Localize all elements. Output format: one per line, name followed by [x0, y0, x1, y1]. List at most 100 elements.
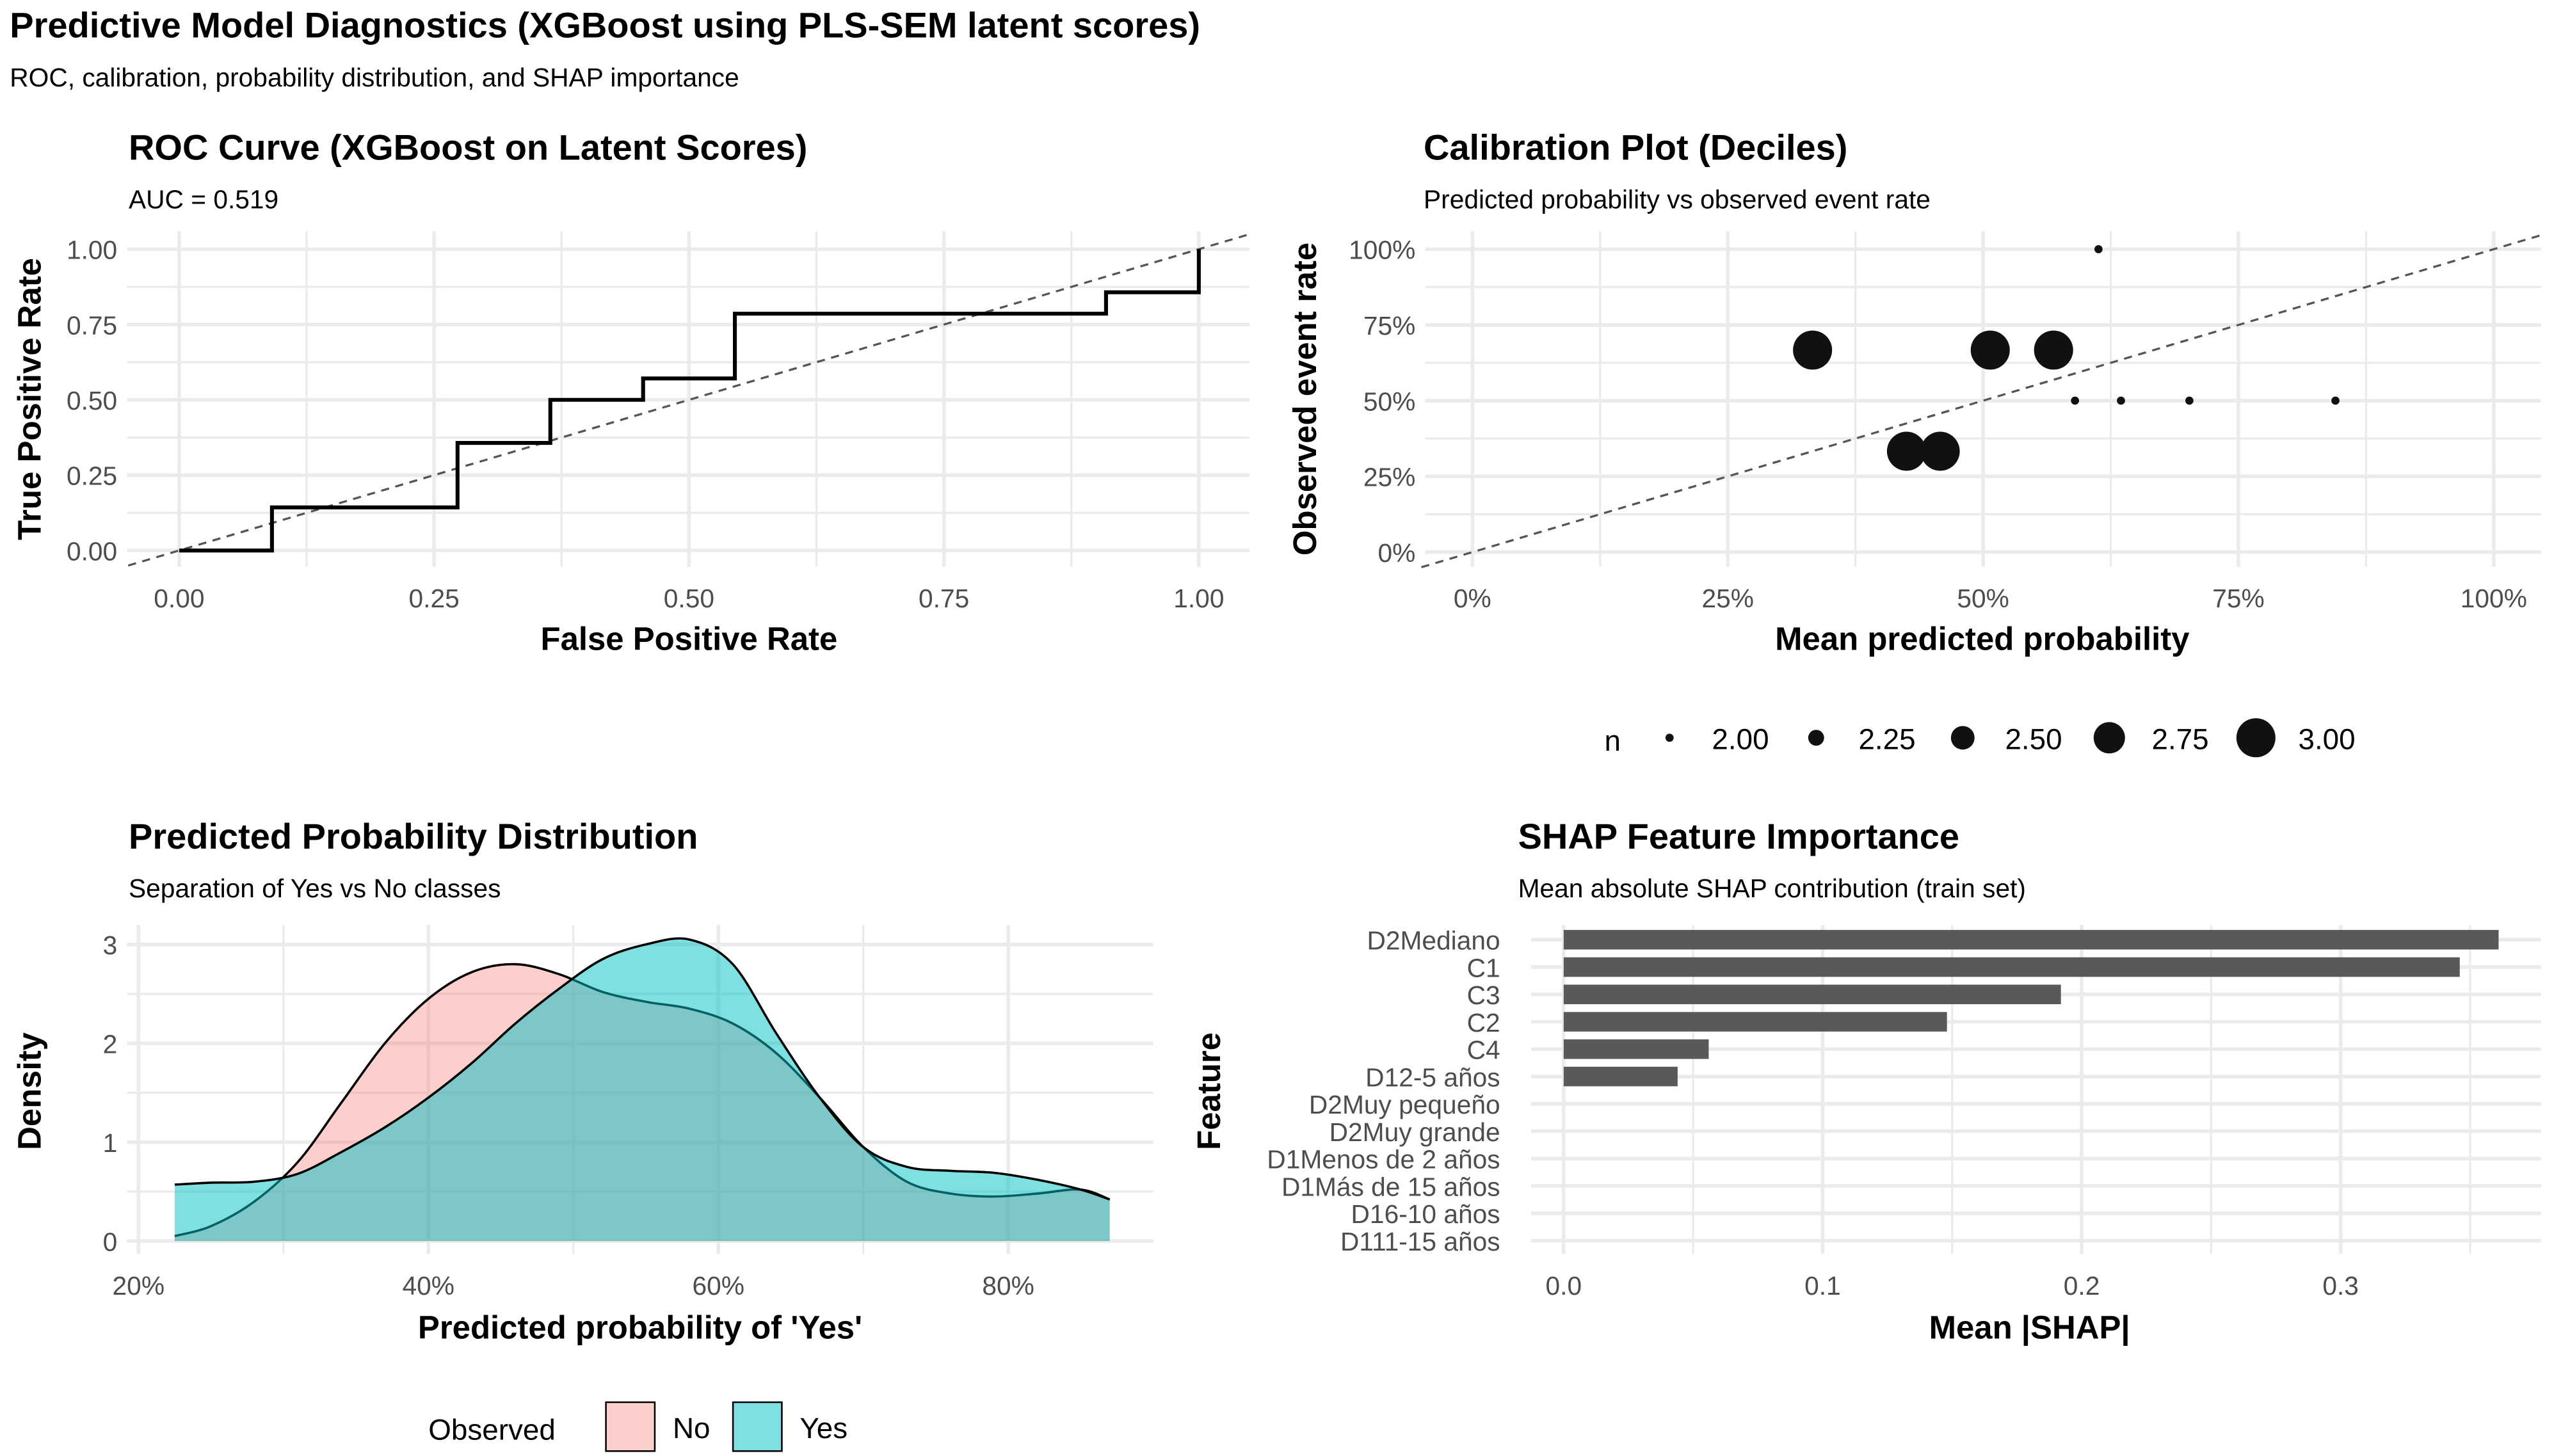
feature-label: D16-10 años — [1351, 1199, 1500, 1229]
size-legend-key — [1808, 730, 1824, 746]
x-tick-label: 0.75 — [919, 584, 969, 613]
feature-label: C2 — [1467, 1008, 1500, 1037]
legend-yes-label: Yes — [799, 1412, 847, 1444]
x-tick-label: 1.00 — [1173, 584, 1224, 613]
calibration-point — [1793, 330, 1833, 370]
y-tick-label: 3 — [103, 931, 118, 960]
feature-label: C1 — [1467, 953, 1500, 982]
calibration-point — [2331, 396, 2340, 405]
roc-auc-label: AUC = 0.519 — [129, 185, 278, 214]
roc-panel: ROC Curve (XGBoost on Latent Scores) AUC… — [12, 127, 1250, 657]
density-subtitle: Separation of Yes vs No classes — [129, 874, 501, 903]
shap-panel: SHAP Feature Importance Mean absolute SH… — [1191, 816, 2541, 1347]
feature-label: D111-15 años — [1340, 1227, 1500, 1256]
x-tick-label: 0.1 — [1804, 1271, 1841, 1300]
x-tick-label: 50% — [1957, 584, 2009, 613]
x-tick-label: 100% — [2461, 584, 2527, 613]
calibration-point — [2185, 396, 2194, 405]
calibration-y-axis-title: Observed event rate — [1287, 243, 1323, 556]
feature-label: D2Mediano — [1367, 926, 1500, 956]
feature-label: D1Menos de 2 años — [1267, 1145, 1500, 1174]
size-legend-label: 2.75 — [2151, 723, 2208, 756]
roc-curve-line — [179, 249, 1201, 553]
feature-label: D12-5 años — [1365, 1062, 1500, 1092]
y-tick-label: 0.25 — [67, 461, 117, 491]
x-tick-label: 80% — [982, 1271, 1034, 1300]
calibration-point — [1886, 431, 1926, 471]
calibration-x-axis-title: Mean predicted probability — [1775, 620, 2190, 657]
reference-diagonal-line — [127, 233, 1250, 567]
x-tick-label: 40% — [403, 1271, 454, 1300]
x-tick-label: 0.0 — [1546, 1271, 1582, 1300]
legend-yes: Yes — [732, 1401, 847, 1452]
shap-x-axis-title: Mean |SHAP| — [1929, 1309, 2130, 1347]
shap-bar — [1563, 984, 2061, 1005]
y-tick-label: 75% — [1363, 311, 1415, 340]
y-tick-label: 50% — [1363, 387, 1415, 416]
shap-bar — [1563, 1012, 1947, 1032]
legend-no-swatch — [605, 1401, 656, 1452]
size-legend: 2.00 2.25 2.50 2.75 3.00 — [1665, 718, 2356, 758]
x-tick-label: 20% — [113, 1271, 165, 1300]
x-tick-label: 0.3 — [2322, 1271, 2359, 1300]
size-legend-label: 3.00 — [2298, 723, 2355, 756]
y-tick-label: 1.00 — [67, 236, 117, 265]
y-tick-label: 0.75 — [67, 310, 117, 340]
y-tick-label: 0.00 — [67, 536, 117, 566]
size-legend-label: 2.25 — [1858, 723, 1915, 756]
shap-bar — [1563, 957, 2460, 977]
density-area-yes — [174, 938, 1110, 1242]
calibration-point — [2071, 396, 2080, 405]
roc-x-axis-title: False Positive Rate — [541, 620, 838, 657]
density-y-axis-title: Density — [12, 1032, 48, 1149]
figure-subtitle: ROC, calibration, probability distributi… — [10, 63, 739, 92]
calibration-panel: Calibration Plot (Deciles) Predicted pro… — [1287, 127, 2546, 758]
x-tick-label: 25% — [1701, 584, 1753, 613]
feature-label: C3 — [1467, 980, 1500, 1010]
x-tick-label: 0.50 — [664, 584, 714, 613]
calibration-point — [1970, 330, 2010, 370]
shap-title: SHAP Feature Importance — [1518, 816, 1959, 856]
calibration-title: Calibration Plot (Deciles) — [1424, 127, 1847, 167]
legend-no: No — [605, 1401, 711, 1452]
figure-title: Predictive Model Diagnostics (XGBoost us… — [10, 5, 1200, 45]
x-tick-label: 60% — [692, 1271, 744, 1300]
size-legend-key — [2236, 718, 2276, 758]
size-legend-title: n — [1604, 724, 1620, 757]
roc-y-axis-title: True Positive Rate — [12, 258, 48, 540]
size-legend-key — [1665, 733, 1674, 742]
x-tick-label: 0.2 — [2064, 1271, 2100, 1300]
size-legend-key — [1950, 726, 1975, 750]
legend-no-label: No — [673, 1412, 711, 1444]
density-x-axis-title: Predicted probability of 'Yes' — [418, 1309, 862, 1346]
calibration-subtitle: Predicted probability vs observed event … — [1424, 185, 1931, 214]
x-tick-label: 75% — [2212, 584, 2264, 613]
shap-bar — [1563, 1066, 1678, 1087]
roc-title: ROC Curve (XGBoost on Latent Scores) — [129, 127, 807, 167]
y-tick-label: 0 — [103, 1227, 118, 1256]
shap-bar — [1563, 930, 2499, 950]
size-legend-label: 2.00 — [1712, 723, 1769, 756]
y-tick-label: 2 — [103, 1029, 118, 1059]
x-tick-label: 0% — [1454, 584, 1491, 613]
feature-label: C4 — [1467, 1036, 1500, 1065]
density-curve-yes — [174, 937, 1111, 1201]
y-tick-label: 0% — [1377, 538, 1415, 568]
y-tick-label: 25% — [1363, 463, 1415, 492]
shap-y-axis-title: Feature — [1191, 1032, 1227, 1150]
density-panel: Predicted Probability Distribution Separ… — [12, 816, 1153, 1452]
feature-label: D2Muy grande — [1329, 1117, 1500, 1147]
calibration-point — [1920, 431, 1960, 471]
y-tick-label: 100% — [1349, 236, 1415, 265]
calibration-point — [2034, 330, 2073, 370]
feature-label: D2Muy pequeño — [1309, 1090, 1500, 1119]
density-title: Predicted Probability Distribution — [129, 816, 698, 856]
calibration-point — [2094, 245, 2103, 253]
feature-label: D1Más de 15 años — [1281, 1172, 1500, 1201]
shap-subtitle: Mean absolute SHAP contribution (train s… — [1518, 874, 2026, 903]
shap-bar — [1563, 1039, 1709, 1059]
calibration-point — [2117, 396, 2125, 405]
legend-yes-swatch — [732, 1401, 783, 1452]
size-legend-label: 2.50 — [2005, 723, 2062, 756]
